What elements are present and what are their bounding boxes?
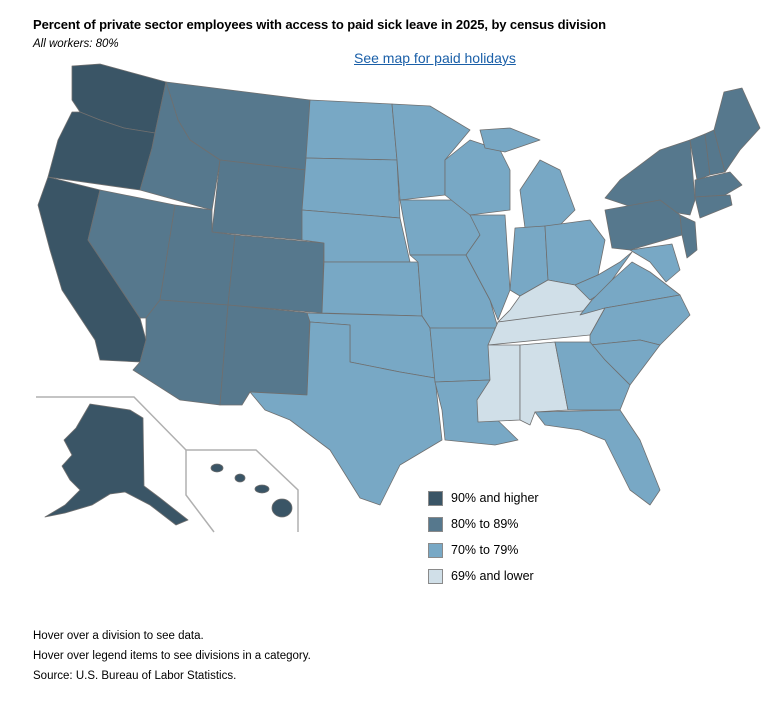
- division-west-north-central[interactable]: [301, 99, 499, 331]
- legend-item-70-79[interactable]: 70% to 79%: [428, 537, 539, 563]
- legend-item-69-below[interactable]: 69% and lower: [428, 563, 539, 589]
- state-tx: [249, 321, 443, 506]
- legend-item-90-plus[interactable]: 90% and higher: [428, 485, 539, 511]
- inset-border-hawaii-left: [185, 450, 215, 533]
- state-hi: [210, 463, 293, 518]
- state-ks: [321, 261, 423, 317]
- legend-swatch: [428, 490, 443, 506]
- division-west-south-central[interactable]: [249, 312, 519, 506]
- state-nd: [305, 99, 398, 161]
- legend-label: 69% and lower: [451, 569, 534, 583]
- division-pacific[interactable]: [37, 63, 293, 526]
- legend-swatch: [428, 542, 443, 558]
- division-middle-atlantic[interactable]: [604, 139, 698, 259]
- legend: 90% and higher 80% to 89% 70% to 79% 69%…: [428, 485, 539, 589]
- note-source: Source: U.S. Bureau of Labor Statistics.: [33, 670, 237, 682]
- division-east-south-central[interactable]: [476, 279, 606, 426]
- note-hover-division: Hover over a division to see data.: [33, 630, 204, 642]
- state-wy: [211, 159, 307, 241]
- legend-swatch: [428, 516, 443, 532]
- legend-label: 70% to 79%: [451, 543, 519, 557]
- state-ny: [604, 139, 696, 216]
- state-co: [227, 234, 325, 314]
- state-pa: [604, 199, 683, 251]
- state-ak: [44, 403, 189, 526]
- inset-border-alaska: [36, 396, 187, 451]
- state-sd: [301, 157, 401, 219]
- state-az: [132, 299, 229, 406]
- legend-swatch: [428, 568, 443, 584]
- inset-border-hawaii: [186, 449, 299, 532]
- state-ga: [554, 341, 631, 411]
- state-mi: [519, 159, 576, 229]
- division-new-england[interactable]: [689, 87, 761, 219]
- state-il: [465, 214, 511, 321]
- state-mi-up: [479, 127, 541, 153]
- legend-item-80-89[interactable]: 80% to 89%: [428, 511, 539, 537]
- state-va: [579, 261, 681, 316]
- state-fl: [534, 409, 661, 506]
- paid-holidays-map-link[interactable]: See map for paid holidays: [354, 50, 516, 66]
- legend-label: 90% and higher: [451, 491, 539, 505]
- note-hover-legend: Hover over legend items to see divisions…: [33, 650, 311, 662]
- division-east-north-central[interactable]: [444, 127, 606, 321]
- chart-title: Percent of private sector employees with…: [33, 17, 606, 32]
- state-oh: [544, 219, 606, 286]
- state-nm: [219, 304, 311, 406]
- state-md-de: [629, 243, 681, 283]
- division-mountain[interactable]: [87, 81, 325, 406]
- state-ma: [694, 171, 743, 198]
- footnotes: Hover over a division to see data. Hover…: [33, 626, 311, 686]
- chart-subtitle: All workers: 80%: [33, 38, 119, 50]
- state-ar: [429, 327, 496, 383]
- state-me: [713, 87, 761, 173]
- state-wi: [444, 139, 511, 216]
- state-nj: [679, 214, 698, 259]
- legend-label: 80% to 89%: [451, 517, 519, 531]
- state-ct-ri: [694, 194, 733, 219]
- division-south-atlantic[interactable]: [534, 243, 691, 506]
